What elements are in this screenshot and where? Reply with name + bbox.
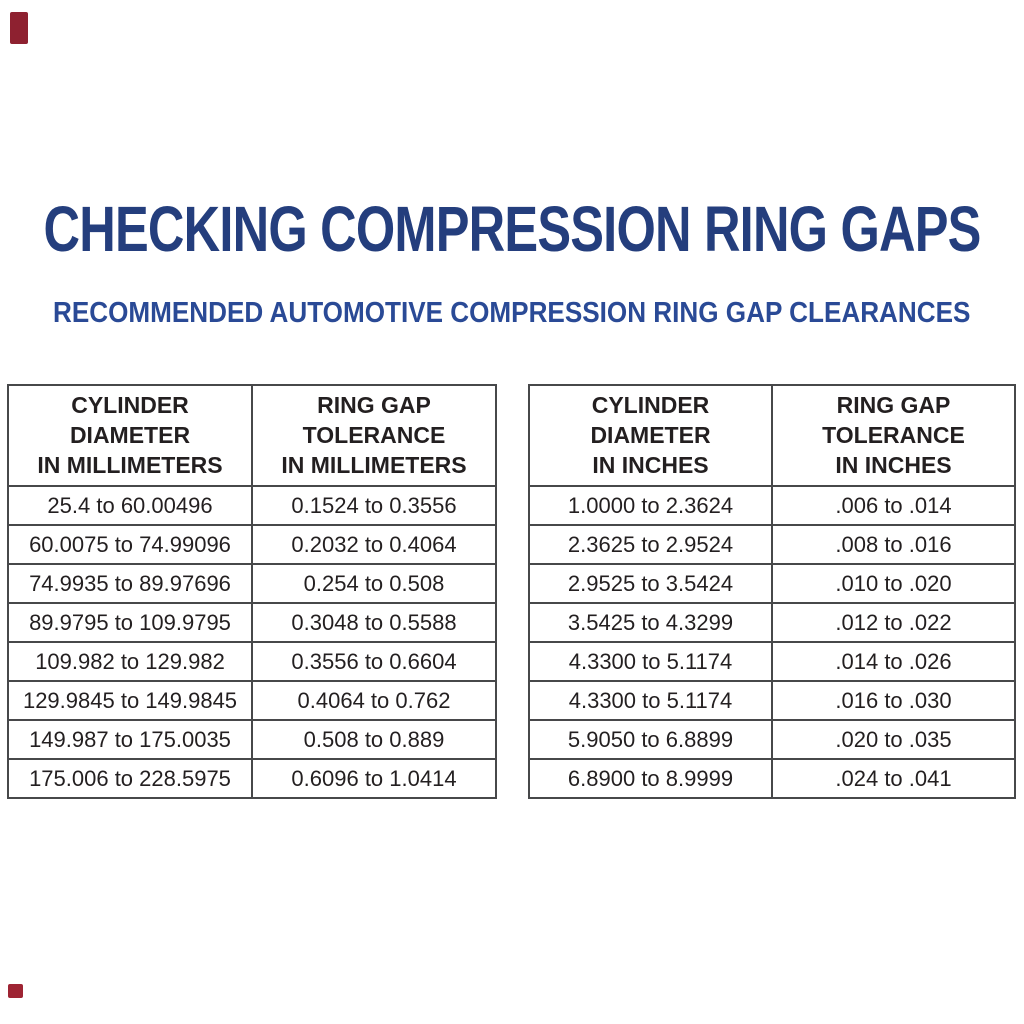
red-ink-mark-bottom [8, 984, 23, 998]
table-row: 74.9935 to 89.97696 0.254 to 0.508 [7, 563, 497, 604]
header-ring-gap-tolerance-mm: RING GAP TOLERANCE IN MILLIMETERS [251, 384, 497, 487]
table-cell: .008 to .016 [771, 524, 1016, 565]
metric-table-header: CYLINDER DIAMETER IN MILLIMETERS RING GA… [7, 384, 497, 487]
page-title-row: CHECKING COMPRESSION RING GAPS [0, 197, 1024, 261]
table-cell: 89.9795 to 109.9795 [7, 602, 253, 643]
table-row: 1.0000 to 2.3624 .006 to .014 [528, 485, 1016, 526]
table-cell: .016 to .030 [771, 680, 1016, 721]
table-cell: 4.3300 to 5.1174 [528, 641, 773, 682]
table-row: 5.9050 to 6.8899 .020 to .035 [528, 719, 1016, 760]
table-cell: .010 to .020 [771, 563, 1016, 604]
imperial-table-body: 1.0000 to 2.3624 .006 to .014 2.3625 to … [528, 485, 1016, 799]
table-cell: 0.2032 to 0.4064 [251, 524, 497, 565]
table-row: 6.8900 to 8.9999 .024 to .041 [528, 758, 1016, 799]
table-row: 25.4 to 60.00496 0.1524 to 0.3556 [7, 485, 497, 526]
metric-table-body: 25.4 to 60.00496 0.1524 to 0.3556 60.007… [7, 485, 497, 799]
table-header-row: CYLINDER DIAMETER IN MILLIMETERS RING GA… [7, 384, 497, 487]
red-ink-mark-top [10, 12, 28, 44]
table-cell: 74.9935 to 89.97696 [7, 563, 253, 604]
table-cell: .014 to .026 [771, 641, 1016, 682]
table-row: 2.9525 to 3.5424 .010 to .020 [528, 563, 1016, 604]
page-title: CHECKING COMPRESSION RING GAPS [43, 193, 981, 265]
table-cell: 60.0075 to 74.99096 [7, 524, 253, 565]
table-row: 109.982 to 129.982 0.3556 to 0.6604 [7, 641, 497, 682]
table-row: 3.5425 to 4.3299 .012 to .022 [528, 602, 1016, 643]
table-row: 129.9845 to 149.9845 0.4064 to 0.762 [7, 680, 497, 721]
table-row: 2.3625 to 2.9524 .008 to .016 [528, 524, 1016, 565]
table-cell: 1.0000 to 2.3624 [528, 485, 773, 526]
table-cell: .024 to .041 [771, 758, 1016, 799]
header-cylinder-diameter-mm: CYLINDER DIAMETER IN MILLIMETERS [7, 384, 253, 487]
table-cell: 4.3300 to 5.1174 [528, 680, 773, 721]
table-cell: 0.508 to 0.889 [251, 719, 497, 760]
table-cell: 2.3625 to 2.9524 [528, 524, 773, 565]
table-cell: 6.8900 to 8.9999 [528, 758, 773, 799]
imperial-table-header: CYLINDER DIAMETER IN INCHES RING GAP TOL… [528, 384, 1016, 487]
header-cylinder-diameter-in: CYLINDER DIAMETER IN INCHES [528, 384, 773, 487]
table-cell: 2.9525 to 3.5424 [528, 563, 773, 604]
table-cell: 149.987 to 175.0035 [7, 719, 253, 760]
page-subtitle-row: RECOMMENDED AUTOMOTIVE COMPRESSION RING … [0, 299, 1024, 328]
table-cell: .006 to .014 [771, 485, 1016, 526]
table-cell: 129.9845 to 149.9845 [7, 680, 253, 721]
table-cell: 25.4 to 60.00496 [7, 485, 253, 526]
header-ring-gap-tolerance-in: RING GAP TOLERANCE IN INCHES [771, 384, 1016, 487]
table-row: 4.3300 to 5.1174 .014 to .026 [528, 641, 1016, 682]
table-header-row: CYLINDER DIAMETER IN INCHES RING GAP TOL… [528, 384, 1016, 487]
table-cell: 5.9050 to 6.8899 [528, 719, 773, 760]
table-row: 175.006 to 228.5975 0.6096 to 1.0414 [7, 758, 497, 799]
table-cell: .020 to .035 [771, 719, 1016, 760]
table-row: 4.3300 to 5.1174 .016 to .030 [528, 680, 1016, 721]
table-cell: 3.5425 to 4.3299 [528, 602, 773, 643]
table-cell: 0.3048 to 0.5588 [251, 602, 497, 643]
table-cell: 0.1524 to 0.3556 [251, 485, 497, 526]
table-cell: 0.254 to 0.508 [251, 563, 497, 604]
table-row: 89.9795 to 109.9795 0.3048 to 0.5588 [7, 602, 497, 643]
page-subtitle: RECOMMENDED AUTOMOTIVE COMPRESSION RING … [53, 297, 971, 329]
table-row: 60.0075 to 74.99096 0.2032 to 0.4064 [7, 524, 497, 565]
imperial-ring-gap-table: CYLINDER DIAMETER IN INCHES RING GAP TOL… [528, 384, 1016, 799]
table-cell: 0.3556 to 0.6604 [251, 641, 497, 682]
table-cell: 0.6096 to 1.0414 [251, 758, 497, 799]
table-cell: 109.982 to 129.982 [7, 641, 253, 682]
table-row: 149.987 to 175.0035 0.508 to 0.889 [7, 719, 497, 760]
table-cell: 175.006 to 228.5975 [7, 758, 253, 799]
table-cell: 0.4064 to 0.762 [251, 680, 497, 721]
table-cell: .012 to .022 [771, 602, 1016, 643]
metric-ring-gap-table: CYLINDER DIAMETER IN MILLIMETERS RING GA… [7, 384, 497, 799]
